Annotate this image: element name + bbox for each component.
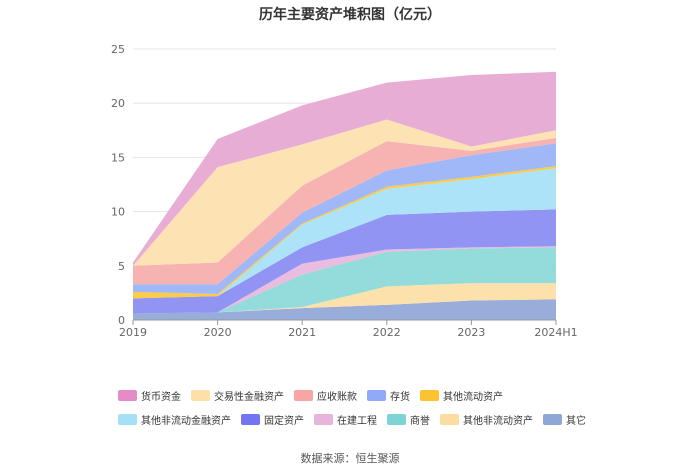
legend-row: 其他非流动金融资产 固定资产 在建工程 商誉 其他非流动资产 其它: [118, 412, 638, 427]
legend-label: 交易性金融资产: [214, 392, 284, 403]
legend-item[interactable]: 交易性金融资产: [191, 388, 284, 403]
legend-item[interactable]: 固定资产: [241, 412, 304, 427]
legend-label: 固定资产: [264, 416, 304, 427]
area-9: [133, 119, 556, 266]
legend-label: 其它: [566, 416, 586, 427]
legend-label: 其他流动资产: [443, 392, 503, 403]
legend-item[interactable]: 商誉: [387, 412, 430, 427]
area-7: [133, 143, 556, 294]
y-tick-label: 20: [111, 97, 125, 110]
legend-item[interactable]: 其它: [543, 412, 586, 427]
legend-item[interactable]: 其他非流动资产: [440, 412, 533, 427]
area-series: [133, 71, 556, 320]
stacked-area-chart: 0 5 10 15 20 25 2019 2020 2021 2022 2023 2024H1: [111, 43, 578, 339]
legend-swatch: [191, 390, 210, 401]
x-tick-label: 2020: [204, 326, 232, 339]
legend-item[interactable]: 应收账款: [294, 388, 357, 403]
legend-row: 货币资金 交易性金融资产 应收账款 存货 其他流动资产: [118, 388, 638, 403]
x-tick-label: 2021: [288, 326, 316, 339]
legend-swatch: [241, 414, 260, 425]
legend-swatch: [314, 414, 333, 425]
legend-label: 存货: [390, 392, 410, 403]
legend-swatch: [440, 414, 459, 425]
area-1: [133, 283, 556, 314]
area-10: [133, 71, 556, 266]
legend-swatch: [367, 390, 386, 401]
x-tick-label: 2019: [119, 326, 147, 339]
area-2: [133, 247, 556, 314]
y-tick-label: 10: [111, 206, 125, 219]
legend-label: 在建工程: [337, 416, 377, 427]
legend-swatch: [543, 414, 562, 425]
area-4: [133, 209, 556, 314]
y-tick-label: 15: [111, 151, 125, 164]
legend-item[interactable]: 货币资金: [118, 388, 181, 403]
legend-swatch: [118, 390, 137, 401]
legend-label: 其他非流动金融资产: [141, 416, 231, 427]
legend-label: 商誉: [410, 416, 430, 427]
x-tick-label: 2024H1: [534, 326, 577, 339]
area-3: [133, 246, 556, 314]
legend-item[interactable]: 存货: [367, 388, 410, 403]
area-5: [133, 168, 556, 299]
chart-title: 历年主要资产堆积图（亿元）: [259, 7, 441, 23]
legend-swatch: [387, 414, 406, 425]
area-8: [133, 137, 556, 285]
chart-legend: 货币资金 交易性金融资产 应收账款 存货 其他流动资产其他非流动金融资产 固定资产 在建工程…: [118, 388, 638, 436]
legend-item[interactable]: 其他非流动金融资产: [118, 412, 231, 427]
legend-item[interactable]: 其他流动资产: [420, 388, 503, 403]
y-tick-label: 25: [111, 43, 125, 56]
data-source-note: 数据来源：恒生聚源: [300, 452, 400, 465]
legend-item[interactable]: 在建工程: [314, 412, 377, 427]
area-0: [133, 299, 556, 320]
legend-swatch: [118, 414, 137, 425]
legend-swatch: [294, 390, 313, 401]
y-tick-label: 5: [118, 260, 125, 273]
x-tick-label: 2022: [373, 326, 401, 339]
legend-label: 应收账款: [317, 392, 357, 403]
legend-swatch: [420, 390, 439, 401]
legend-label: 货币资金: [141, 392, 181, 403]
axes: 0 5 10 15 20 25 2019 2020 2021 2022 2023 2024H1: [111, 43, 578, 339]
legend-label: 其他非流动资产: [463, 416, 533, 427]
y-tick-label: 0: [118, 314, 125, 327]
x-tick-label: 2023: [457, 326, 485, 339]
